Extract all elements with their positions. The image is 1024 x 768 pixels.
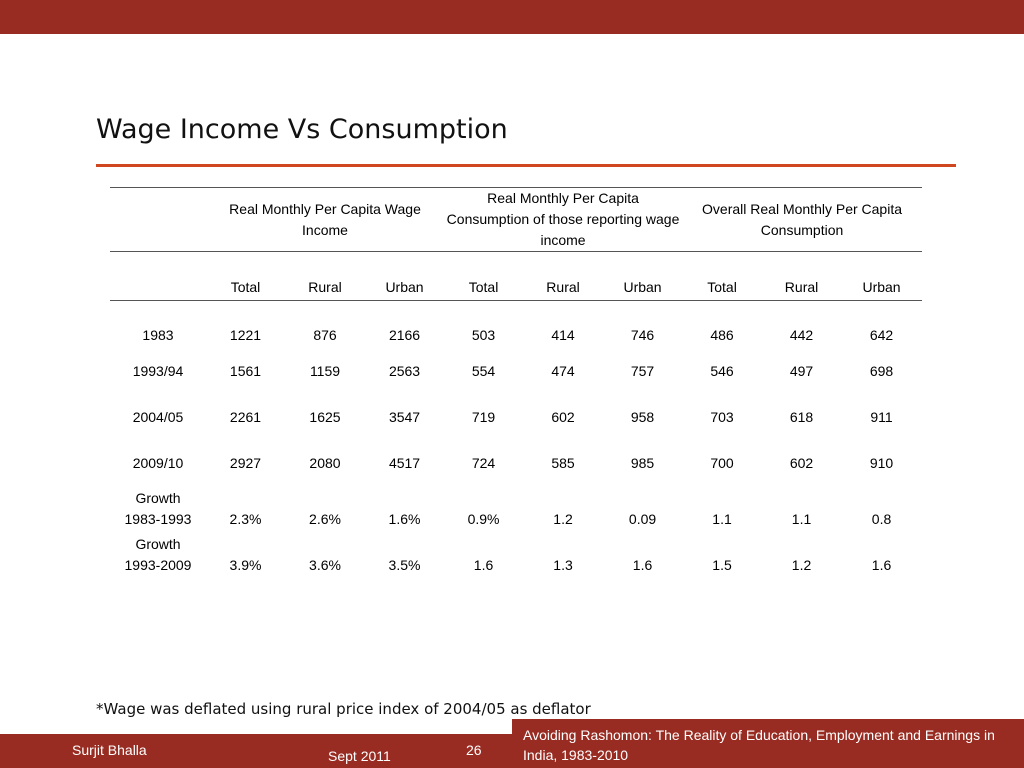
table-cell: 585 <box>551 454 575 471</box>
table-cell: 1.2 <box>791 557 812 573</box>
table-cell: 700 <box>710 454 734 471</box>
footer-author: Surjit Bhalla <box>72 742 147 758</box>
table-cell: 2.3% <box>229 511 262 527</box>
footer-conference-box <box>512 719 1024 768</box>
table-cell: 1.1 <box>791 511 812 527</box>
table-cell: 1.3 <box>553 557 573 573</box>
table-cell: 1.6 <box>871 557 892 573</box>
group-header-row: Real Monthly Per Capita Wage Income Real… <box>110 187 923 252</box>
table-cell: 3.9% <box>229 557 262 573</box>
table-cell: 724 <box>471 454 496 471</box>
table-cell: 1.6 <box>473 557 494 573</box>
table-cell: 503 <box>471 327 496 343</box>
col-header: Rural <box>523 251 604 301</box>
row-label: 2004/05 <box>132 408 184 425</box>
table-cell: 3.5% <box>388 557 421 573</box>
table-cell: 1.6% <box>388 511 421 527</box>
slide-title: Wage Income Vs Consumption <box>96 114 508 145</box>
table-cell: 414 <box>551 327 575 343</box>
table-cell: 1221 <box>229 327 262 343</box>
group-header-overall-consumption: Overall Real Monthly Per Capita Consumpt… <box>682 187 923 252</box>
table-cell: 3547 <box>388 408 421 425</box>
table-cell: 958 <box>630 408 655 425</box>
table-cell: 703 <box>710 408 734 425</box>
table-cell: 0.9% <box>467 511 500 527</box>
row-label: 2009/10 <box>132 454 184 471</box>
table-cell: 2080 <box>309 454 341 471</box>
table-cell: 554 <box>471 362 496 379</box>
table-cell: 618 <box>789 408 814 425</box>
row-label-bottom: 1993-2009 <box>124 557 192 573</box>
growth-row: Growth 1983-1993 2.3% 2.6% 1.6% 0.9% 1.2… <box>110 486 922 532</box>
corner-cell <box>110 187 206 252</box>
col-header: Urban <box>841 251 923 301</box>
row-label: Growth 1993-2009 <box>110 532 206 578</box>
col-header: Rural <box>762 251 842 301</box>
table-cell: 911 <box>870 408 893 425</box>
table-cell: 497 <box>789 362 814 379</box>
table-cell: 0.09 <box>628 511 657 527</box>
table-cell: 719 <box>471 408 496 425</box>
table-cell: 546 <box>710 362 734 379</box>
col-header: Total <box>444 251 524 301</box>
table-cell: 1159 <box>309 362 341 379</box>
table-cell: 642 <box>869 327 894 343</box>
table-cell: 3.6% <box>309 557 341 573</box>
title-underline <box>96 164 956 167</box>
table-cell: 1.2 <box>553 511 573 527</box>
table-cell: 602 <box>789 454 814 471</box>
table-cell: 602 <box>551 408 575 425</box>
row-label-top: Growth <box>135 536 181 552</box>
col-header: Urban <box>603 251 683 301</box>
table-cell: 1.5 <box>712 557 732 573</box>
row-label-top: Growth <box>135 490 181 506</box>
table-row: 1993/94 1561 1159 2563 554 474 757 546 4… <box>110 348 922 394</box>
table-cell: 2927 <box>229 454 262 471</box>
table-cell: 757 <box>630 362 655 379</box>
group-header-wage-earner-consumption: Real Monthly Per Capita Consumption of t… <box>444 187 683 252</box>
table-cell: 2261 <box>229 408 262 425</box>
footnote: *Wage was deflated using rural price ind… <box>96 700 591 718</box>
table-cell: 2.6% <box>309 511 341 527</box>
table-cell: 474 <box>551 362 575 379</box>
table-cell: 1.6 <box>632 557 653 573</box>
table-cell: 1.1 <box>712 511 732 527</box>
table-cell: 486 <box>710 327 734 343</box>
table-cell: 985 <box>630 454 655 471</box>
row-label: Growth 1983-1993 <box>110 486 206 532</box>
footer-date: Sept 2011 <box>328 748 391 764</box>
footer-bar <box>0 734 512 768</box>
col-header: Total <box>682 251 763 301</box>
table-cell: 1561 <box>229 362 262 379</box>
group-header-wage-income: Real Monthly Per Capita Wage Income <box>206 187 445 252</box>
table-row: 1983 1221 876 2166 503 414 746 486 442 6… <box>110 301 922 349</box>
growth-row: Growth 1993-2009 3.9% 3.6% 3.5% 1.6 1.3 … <box>110 532 922 578</box>
table-cell: 4517 <box>388 454 421 471</box>
table-row: 2009/10 2927 2080 4517 724 585 985 700 6… <box>110 440 922 486</box>
table-cell: 698 <box>869 362 894 379</box>
table-row: 2004/05 2261 1625 3547 719 602 958 703 6… <box>110 394 922 440</box>
col-header: Total <box>206 251 285 301</box>
sub-header-row: Total Rural Urban Total Rural Urban Tota… <box>110 251 923 301</box>
col-header: Rural <box>285 251 365 301</box>
table-cell: 2563 <box>388 362 421 379</box>
table-cell: 910 <box>869 454 894 471</box>
col-header: Urban <box>365 251 445 301</box>
row-label-bottom: 1983-1993 <box>124 511 192 527</box>
table-cell: 2166 <box>388 327 421 343</box>
slide-number: 26 <box>466 742 482 758</box>
row-label: 1993/94 <box>132 362 184 379</box>
table-cell: 0.8 <box>871 511 892 527</box>
table-cell: 442 <box>789 327 814 343</box>
footer-conference-title: Avoiding Rashomon: The Reality of Educat… <box>523 727 995 763</box>
table-cell: 876 <box>313 327 337 343</box>
wage-consumption-table: Real Monthly Per Capita Wage Income Real… <box>110 187 923 578</box>
row-label-header <box>110 251 206 301</box>
table-cell: 746 <box>630 327 655 343</box>
row-label: 1983 <box>142 327 174 343</box>
table-cell: 1625 <box>309 408 341 425</box>
top-banner <box>0 0 1024 34</box>
